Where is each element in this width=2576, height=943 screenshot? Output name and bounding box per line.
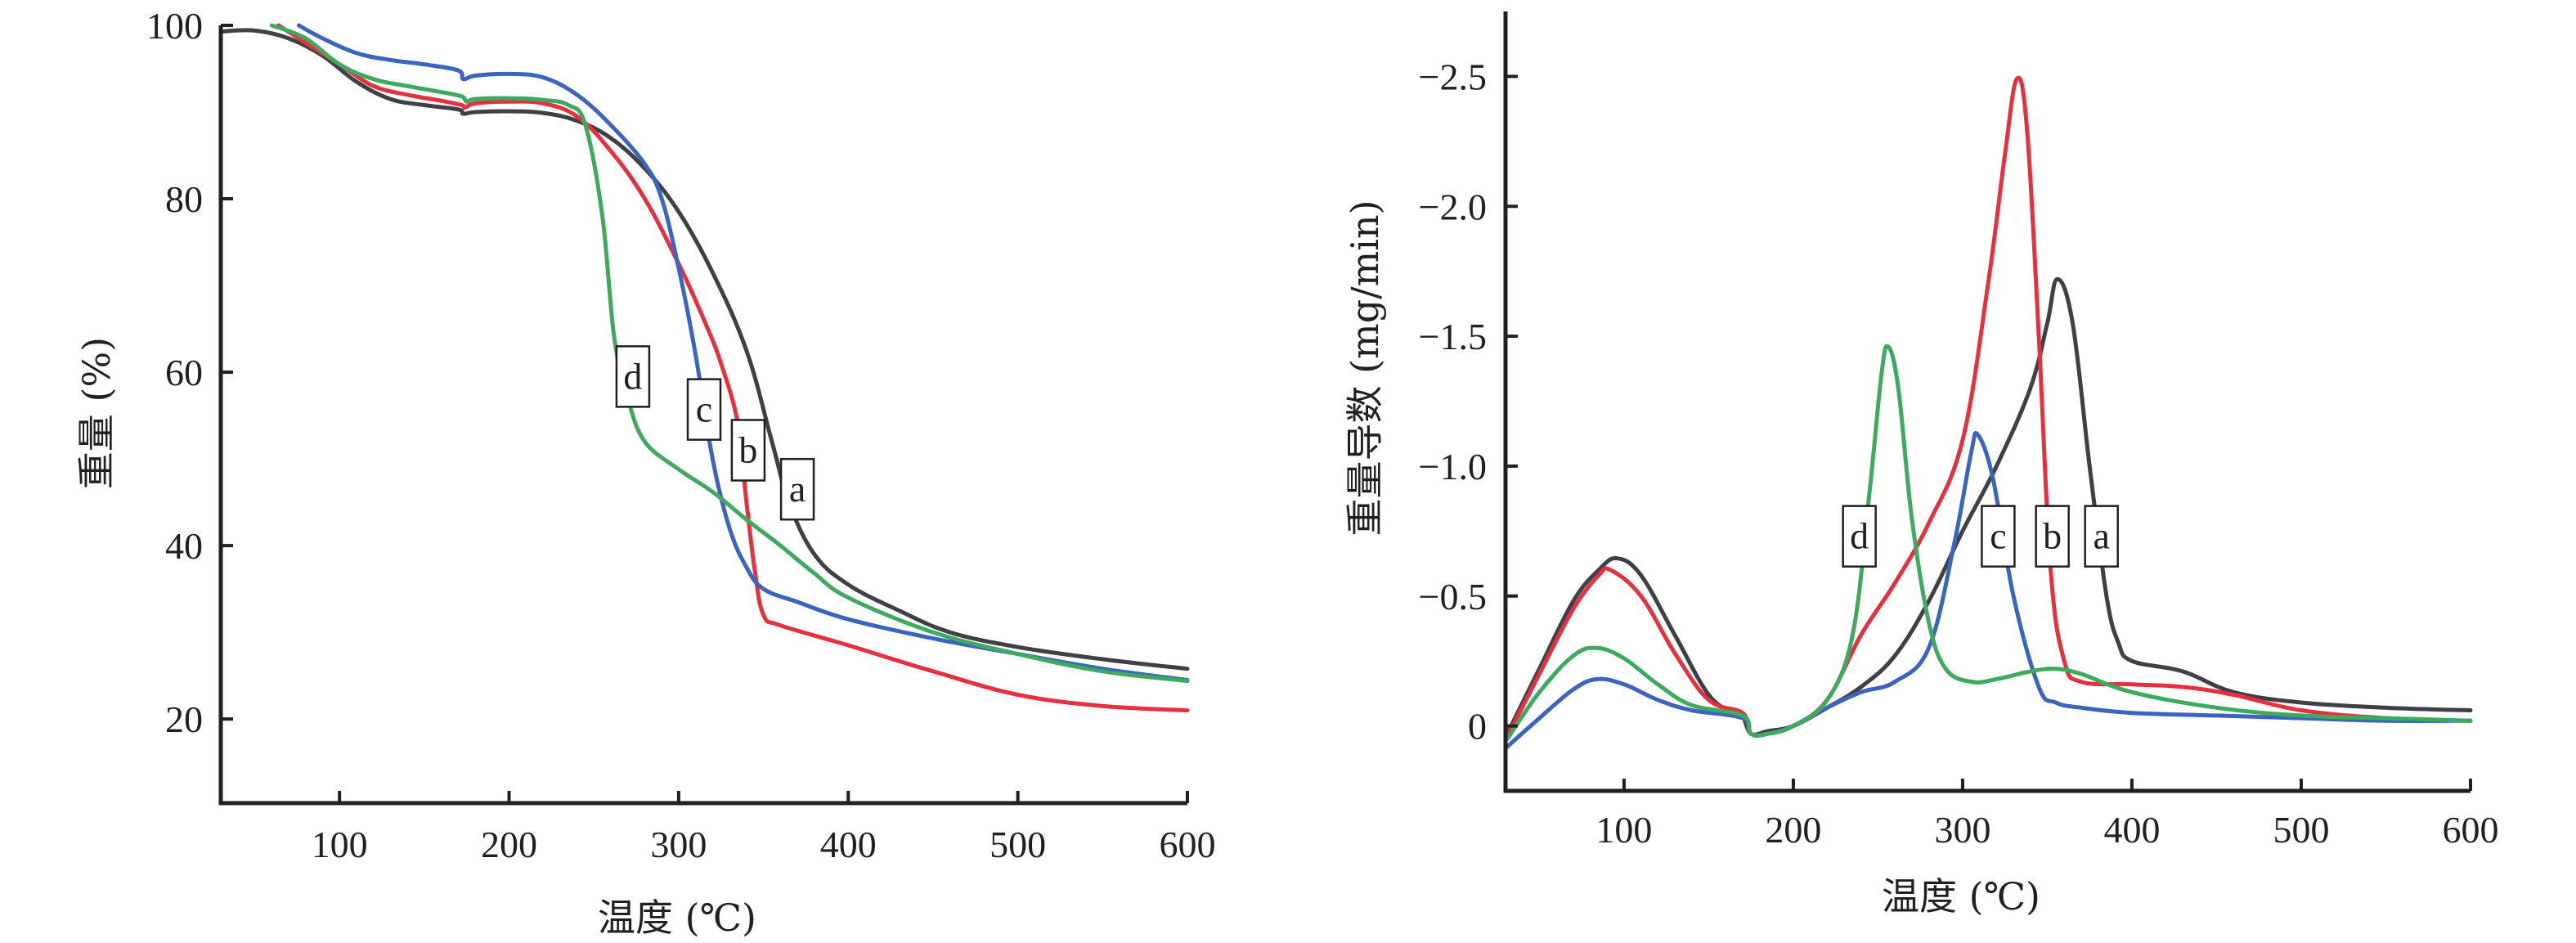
tg-x-tick-label: 100 xyxy=(312,824,368,865)
tg-x-axis-title: 温度 (℃) xyxy=(598,896,756,940)
dtg-series-group xyxy=(1505,75,2473,749)
tg-series-b xyxy=(276,23,1190,713)
tg-curve-label-box xyxy=(686,378,722,441)
tg-y-tick-label: 80 xyxy=(165,178,203,220)
tg-y-axis-title: 重量 (%) xyxy=(74,337,119,489)
dtg-curve-label-c: c xyxy=(1981,505,2016,568)
tg-x-tick-label: 200 xyxy=(481,824,537,865)
tg-curve-label-text: d xyxy=(623,355,642,397)
tg-curve-label-text: a xyxy=(789,468,806,510)
dtg-curve-labels: abc d xyxy=(1842,505,2119,568)
tg-curve-label-text: c xyxy=(696,388,712,430)
dtg-y-tick-label: −2.0 xyxy=(1419,186,1487,227)
dtg-x-tick-label: 200 xyxy=(1765,809,1821,851)
dtg-y-tick-label: −1.5 xyxy=(1419,316,1487,357)
dtg-curve-label-box xyxy=(1981,505,2016,568)
dtg-series-d xyxy=(1505,344,2473,741)
dtg-curve-label-box xyxy=(2035,505,2070,568)
dtg-y-tick-label: −0.5 xyxy=(1419,576,1487,617)
dtg-curve-label-d: d xyxy=(1842,505,1877,568)
dtg-x-axis-title: 温度 (℃) xyxy=(1882,874,2040,918)
tg-series-a xyxy=(220,28,1190,671)
dtg-x-tick-label: 100 xyxy=(1595,809,1652,851)
dtg-x-tick-label: 300 xyxy=(1934,809,1990,851)
dtg-curve-label-b: b xyxy=(2035,505,2070,568)
tg-curve-label-b: b xyxy=(730,419,766,482)
tg-curve-label-c: c xyxy=(686,378,722,441)
dtg-ticks: 100 200 300 400 500 600 0 −0.5 −1.0 −1.5 −2.0 −2.5 xyxy=(1419,56,2499,851)
tg-series-c xyxy=(296,23,1190,682)
dtg-series-b xyxy=(1505,75,2473,739)
dtg-chart: 100 200 300 400 500 6000−0.5−1.0−1.5−2.0−2.5 … xyxy=(1343,11,2499,918)
dtg-x-tick-label: 500 xyxy=(2273,809,2329,851)
dtg-curve-label-box xyxy=(2084,505,2119,568)
dtg-axes xyxy=(1503,11,2471,793)
dtg-y-tick-label: −1.0 xyxy=(1419,446,1487,487)
tg-curve-label-box xyxy=(730,419,766,482)
tg-y-tick-label: 100 xyxy=(146,5,203,47)
dtg-series-c xyxy=(1505,430,2473,749)
tg-series-group xyxy=(220,23,1190,713)
tg-y-tick-label: 40 xyxy=(165,525,203,567)
tg-x-tick-label: 600 xyxy=(1160,824,1216,865)
dtg-y-tick-label: 0 xyxy=(1468,706,1487,748)
tg-curve-label-a: a xyxy=(779,457,815,521)
dtg-curve-label-text: b xyxy=(2043,515,2062,557)
tg-curve-label-box xyxy=(779,457,815,521)
tg-chart: 100 200 300 400 500 600 20 40 60 80 100 abc d 温度 (℃… xyxy=(74,5,1216,940)
dtg-curve-label-text: a xyxy=(2093,515,2109,557)
dtg-y-axis-title: 重量导数 (mg/min) xyxy=(1343,200,1387,536)
tg-y-tick-label: 20 xyxy=(165,698,203,740)
dtg-y-tick-label: −2.5 xyxy=(1419,56,1487,97)
dtg-curve-label-box xyxy=(1842,505,1877,568)
tg-curve-label-box xyxy=(615,345,651,408)
tg-axes xyxy=(218,25,1187,806)
tg-x-tick-label: 400 xyxy=(820,824,877,865)
tg-ticks: 100 200 300 400 500 600 20 40 60 80 100 xyxy=(146,5,1216,865)
dtg-curve-label-a: a xyxy=(2084,505,2119,568)
tg-x-tick-label: 300 xyxy=(650,824,707,865)
dtg-curve-label-text: d xyxy=(1850,515,1869,557)
tg-y-tick-label: 60 xyxy=(165,352,203,393)
tg-series-d xyxy=(269,23,1190,683)
dtg-x-tick-label: 600 xyxy=(2443,809,2499,851)
dtg-curve-label-text: c xyxy=(1990,515,2006,557)
tg-curve-label-d: d xyxy=(615,345,651,408)
tg-curve-labels: abc d xyxy=(615,345,815,521)
dtg-x-tick-label: 400 xyxy=(2103,809,2160,851)
dtg-series-a xyxy=(1505,276,2473,737)
tg-curve-label-text: b xyxy=(738,429,757,470)
tg-x-tick-label: 500 xyxy=(990,824,1046,865)
